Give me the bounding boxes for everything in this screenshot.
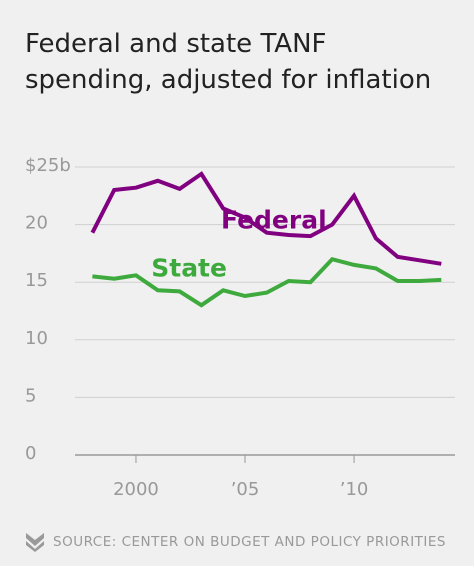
series-label: Federal [221, 205, 327, 234]
lines: Federal State [90, 171, 442, 308]
series-line [90, 171, 442, 266]
logo [26, 533, 44, 552]
y-tick-label: 5 [25, 385, 36, 406]
grid: 0 5 10 15 20 $25b 2000 ’05 ’10 [25, 155, 455, 500]
chart-title: Federal and state TANF spending, adjuste… [25, 29, 432, 95]
y-tick-label: 15 [25, 270, 48, 291]
x-tick-label: ’10 [340, 479, 369, 500]
source: SOURCE: CENTER ON BUDGET AND POLICY PRIO… [53, 534, 446, 550]
x-tick-label: ’05 [231, 479, 260, 500]
series-label: State [151, 253, 227, 282]
y-tick-label: 0 [25, 443, 36, 464]
y-tick-label: 20 [25, 213, 48, 234]
y-tick-label: $25b [25, 155, 71, 176]
y-tick-label: 10 [25, 328, 48, 349]
x-tick-label: 2000 [113, 479, 159, 500]
series-line [92, 256, 442, 308]
